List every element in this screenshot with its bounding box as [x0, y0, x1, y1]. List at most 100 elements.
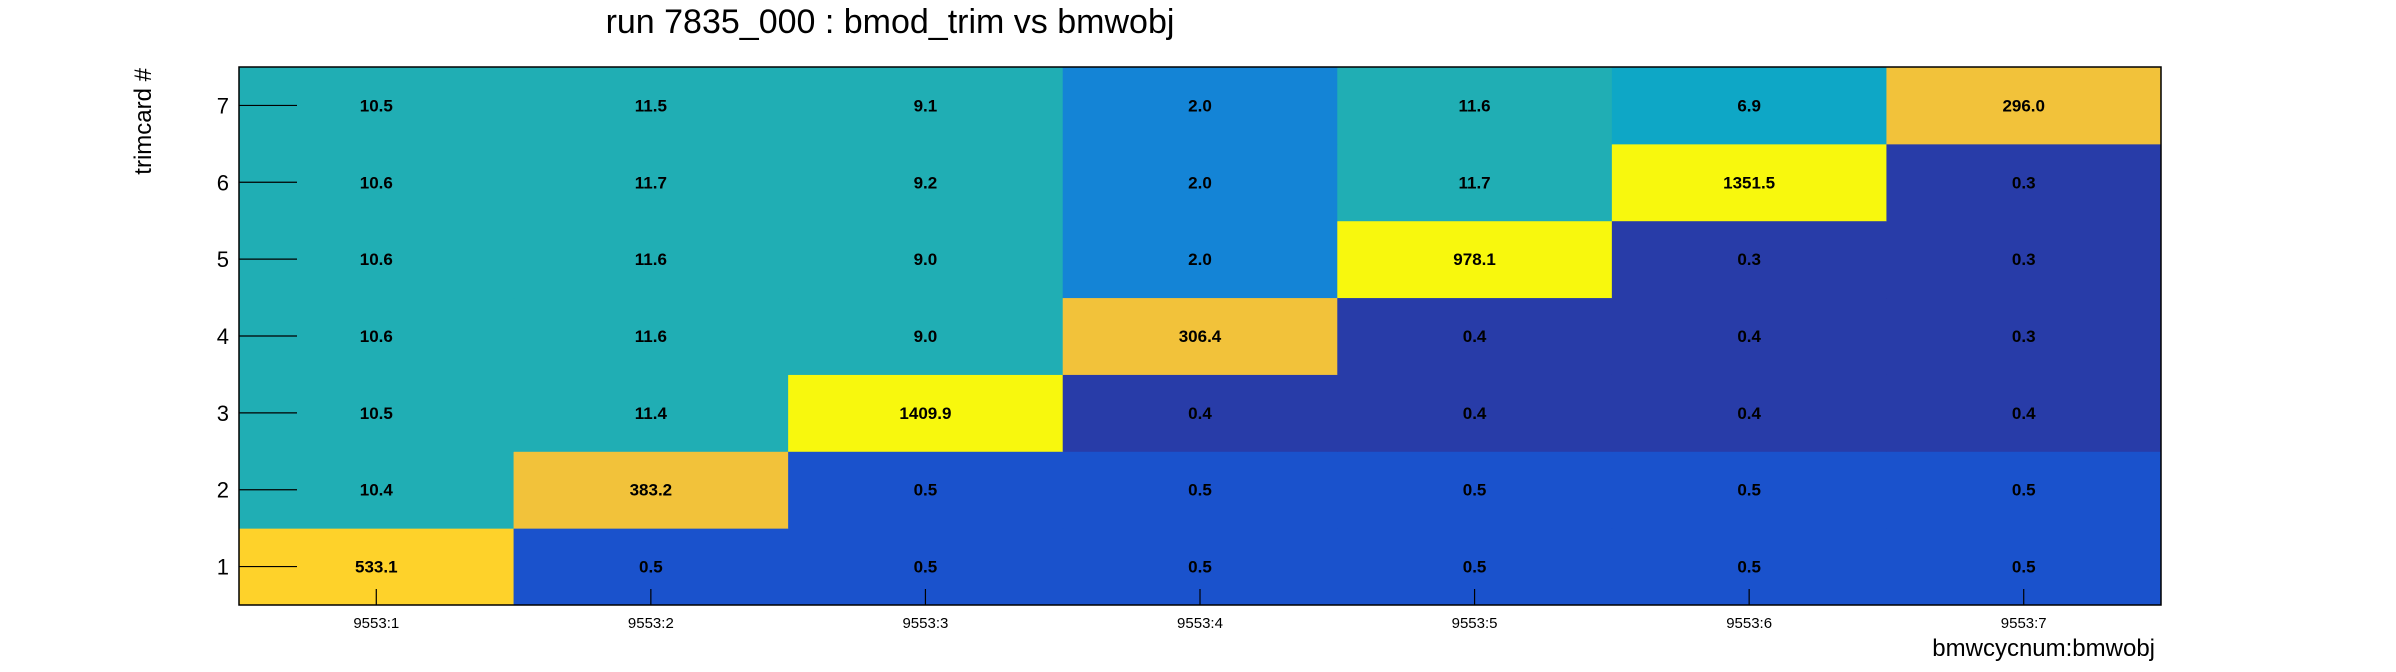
heatmap-cell — [1611, 297, 1887, 375]
cell-value-label: 1351.5 — [1723, 173, 1775, 192]
cell-value-label: 10.6 — [360, 250, 393, 269]
y-tick-label: 5 — [217, 247, 229, 272]
cell-value-label: 0.3 — [2012, 173, 2036, 192]
cell-value-label: 0.4 — [1737, 404, 1761, 423]
y-tick-label: 6 — [217, 170, 229, 195]
x-tick-label: 9553:2 — [628, 615, 674, 632]
x-tick-label: 9553:4 — [1177, 615, 1223, 632]
heatmap-cell — [1611, 220, 1887, 299]
cell-value-label: 306.4 — [1179, 327, 1222, 346]
cell-value-label: 2.0 — [1188, 173, 1212, 192]
heatmap-cell — [1062, 220, 1338, 299]
heatmap-cell — [788, 220, 1064, 299]
cell-value-label: 10.5 — [360, 404, 393, 423]
heatmap-cell — [1062, 297, 1338, 375]
cell-value-label: 10.6 — [360, 327, 393, 346]
x-tick-label: 9553:1 — [353, 615, 399, 632]
cell-value-label: 0.4 — [1463, 327, 1487, 346]
cell-value-label: 9.0 — [914, 327, 938, 346]
heatmap-cell — [513, 297, 789, 375]
cell-value-label: 978.1 — [1453, 250, 1496, 269]
cell-value-label: 0.5 — [1463, 558, 1487, 577]
heatmap-cell — [1337, 67, 1613, 145]
heatmap-cell — [1062, 67, 1338, 145]
cell-value-label: 11.4 — [635, 404, 668, 423]
heatmap-cell — [1337, 143, 1613, 222]
cell-value-label: 11.5 — [635, 96, 667, 115]
x-axis-title: bmwcycnum:bmwobj — [1932, 635, 2155, 662]
heatmap-cell — [1611, 374, 1887, 452]
heatmap-cell — [1062, 143, 1338, 222]
heatmap-cell — [1337, 374, 1613, 452]
heatmap-cell — [788, 374, 1064, 452]
cell-value-label: 1409.9 — [899, 404, 951, 423]
cell-value-label: 0.4 — [2012, 404, 2036, 423]
cell-value-label: 11.6 — [635, 327, 667, 346]
cell-value-label: 0.5 — [639, 558, 663, 577]
heatmap-cell — [1886, 451, 2162, 529]
cell-value-label: 10.5 — [360, 96, 393, 115]
heatmap-cell — [788, 451, 1064, 529]
x-tick-label: 9553:7 — [2001, 615, 2047, 632]
heatmap-cell — [1886, 67, 2162, 145]
x-tick-label: 9553:6 — [1726, 615, 1772, 632]
heatmap-cell — [513, 374, 789, 452]
cell-value-label: 0.5 — [2012, 558, 2036, 577]
cell-value-label: 383.2 — [630, 481, 673, 500]
heatmap-cell — [1062, 374, 1338, 452]
cell-value-label: 533.1 — [355, 558, 398, 577]
heatmap-cell — [1337, 297, 1613, 375]
heatmap-cell — [513, 451, 789, 529]
cell-value-label: 0.4 — [1188, 404, 1212, 423]
cell-value-label: 10.6 — [360, 173, 393, 192]
cell-value-label: 0.5 — [1188, 481, 1212, 500]
cell-value-label: 0.4 — [1463, 404, 1487, 423]
y-axis-ticks: 1 2 3 4 5 6 7 — [217, 93, 297, 580]
y-axis-title: trimcard # — [130, 67, 157, 174]
cell-value-label: 6.9 — [1737, 96, 1761, 115]
cell-value-label: 2.0 — [1188, 96, 1212, 115]
heatmap-cell — [788, 143, 1064, 222]
heatmap-cell — [1886, 374, 2162, 452]
heatmap-cell — [1337, 451, 1613, 529]
cell-value-label: 11.7 — [635, 173, 667, 192]
cell-value-label: 0.5 — [1463, 481, 1487, 500]
heatmap-cell — [1611, 67, 1887, 145]
heatmap-cell — [788, 67, 1064, 145]
heatmap-cell — [513, 143, 789, 222]
y-tick-label: 3 — [217, 401, 229, 426]
cell-value-label: 0.5 — [914, 558, 938, 577]
cell-value-label: 0.5 — [1188, 558, 1212, 577]
x-tick-label: 9553:3 — [902, 615, 948, 632]
cell-value-label: 0.3 — [1737, 250, 1761, 269]
cell-value-label: 0.4 — [1737, 327, 1761, 346]
cell-value-label: 9.2 — [914, 173, 938, 192]
heatmap-cell — [788, 297, 1064, 375]
y-tick-label: 1 — [217, 555, 229, 580]
cell-value-label: 0.3 — [2012, 327, 2036, 346]
cell-value-label: 0.5 — [1737, 558, 1761, 577]
cell-value-label: 0.5 — [914, 481, 938, 500]
heatmap-cell — [1886, 220, 2162, 299]
heatmap-cell — [1611, 451, 1887, 529]
x-tick-label: 9553:5 — [1452, 615, 1498, 632]
cell-value-label: 9.1 — [914, 96, 938, 115]
heatmap-cell — [1886, 143, 2162, 222]
x-axis-ticks: 9553:1 9553:2 9553:3 9553:4 9553:5 9553:6 9553… — [353, 589, 2047, 632]
cell-value-label: 11.7 — [1458, 173, 1490, 192]
y-tick-label: 2 — [217, 478, 229, 503]
cell-value-label: 0.5 — [1737, 481, 1761, 500]
cell-value-label: 0.5 — [2012, 481, 2036, 500]
heatmap-cell — [1337, 220, 1613, 299]
heatmap-cell — [1062, 451, 1338, 529]
heatmap-cell — [513, 220, 789, 299]
cell-value-label: 11.6 — [1458, 96, 1490, 115]
cell-value-label: 11.6 — [635, 250, 667, 269]
cell-value-label: 296.0 — [2002, 96, 2045, 115]
cell-value-label: 2.0 — [1188, 250, 1212, 269]
chart-title: run 7835_000 : bmod_trim vs bmwobj — [606, 3, 1175, 41]
y-tick-label: 4 — [217, 324, 229, 349]
cell-value-label: 10.4 — [360, 481, 394, 500]
heatmap-cell — [1886, 297, 2162, 375]
